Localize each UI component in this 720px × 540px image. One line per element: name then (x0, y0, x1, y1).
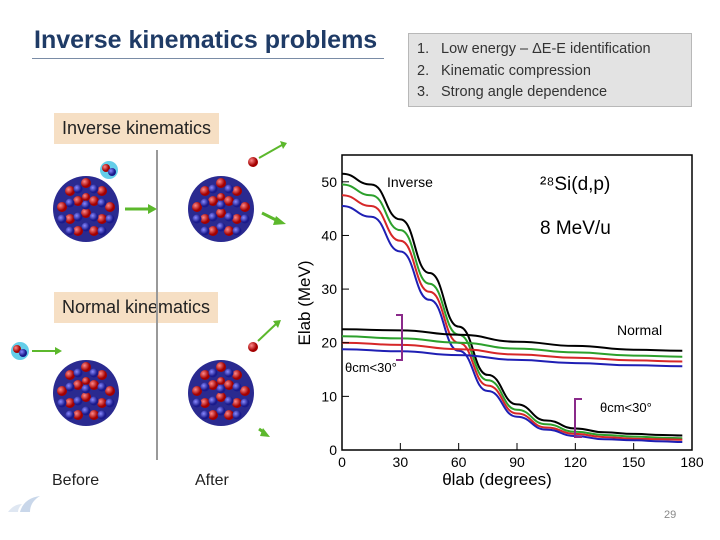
reaction-label: ²⁸Si(d,p) (540, 174, 610, 195)
y-tick-label: 10 (321, 388, 337, 404)
inverse-series-line (341, 205, 683, 443)
y-tick-label: 50 (321, 174, 337, 190)
y-tick-label: 40 (321, 227, 337, 243)
slide-title: Inverse kinematics problems (34, 26, 378, 54)
inverse-series-line (341, 172, 683, 437)
logo-icon (8, 496, 40, 512)
theta-cut-left-annotation: θcm<30° (345, 360, 397, 375)
problems-list: 1. Low energy – ΔE-E identification 2. Kin… (408, 33, 692, 107)
inverse-annotation: Inverse (387, 174, 433, 190)
normal-series-line (341, 328, 683, 352)
problem-number: 3. (417, 84, 430, 100)
normal-series-line (341, 348, 683, 368)
inverse-series-line (341, 183, 683, 440)
problem-text: Kinematic compression (441, 62, 591, 79)
x-tick-label: 30 (393, 454, 409, 470)
y-tick-label: 20 (321, 335, 337, 351)
series-layer (341, 172, 683, 443)
page-number: 29 (664, 509, 677, 521)
angle-cut-bracket-left (396, 314, 403, 361)
problem-text: Strong angle dependence (441, 84, 608, 100)
inverse-series-line (341, 194, 683, 441)
y-tick-label: 30 (321, 281, 337, 297)
normal-series-line (341, 335, 683, 358)
problem-number: 1. (417, 41, 430, 57)
kinematics-chart: 0 30 60 90 120 150 180 0 10 20 30 40 50 Inverse Norm… (295, 154, 704, 489)
inverse-kinematics-label: Inverse kinematics (54, 113, 220, 144)
x-tick-label: 90 (509, 454, 525, 470)
title-underline (32, 58, 384, 59)
x-tick-label: 120 (564, 454, 588, 470)
problem-item: 3. Strong angle dependence (417, 82, 691, 104)
theta-cut-right-annotation: θcm<30° (600, 400, 652, 415)
x-tick-label: 0 (338, 454, 346, 470)
kinematics-arrows (11, 141, 287, 437)
y-axis-label: Elab (MeV) (295, 260, 314, 345)
x-axis-label: θlab (degrees) (442, 470, 552, 489)
normal-annotation: Normal (617, 322, 662, 338)
x-tick-label: 60 (451, 454, 467, 470)
y-tick-label: 0 (329, 442, 337, 458)
plot-frame (341, 154, 693, 451)
x-tick-label: 180 (680, 454, 704, 470)
angle-cut-bracket-right (574, 398, 582, 438)
after-caption: After (195, 472, 229, 489)
axis-layer: 0 30 60 90 120 150 180 0 10 20 30 40 50 (321, 174, 703, 470)
problem-number: 2. (417, 62, 430, 79)
problem-item: 2. Kinematic compression (417, 61, 691, 83)
beam-energy-label: 8 MeV/u (540, 218, 611, 239)
normal-series-line (341, 341, 683, 363)
normal-kinematics-label: Normal kinematics (54, 292, 219, 323)
before-after-divider (156, 150, 158, 460)
problem-text: Low energy – ΔE-E identification (441, 41, 651, 57)
before-caption: Before (52, 472, 100, 489)
x-tick-label: 150 (622, 454, 646, 470)
problem-item: 1. Low energy – ΔE-E identification (417, 39, 691, 61)
